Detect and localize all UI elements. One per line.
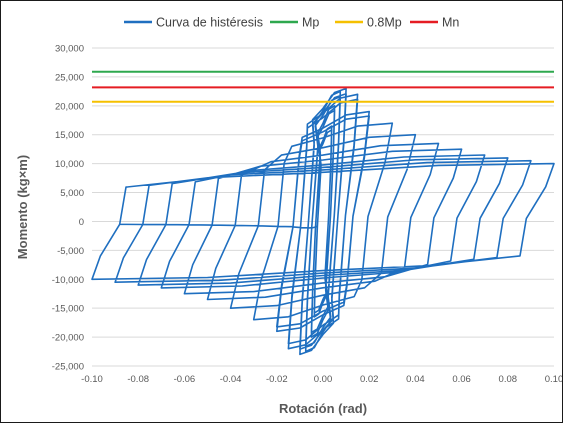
y-tick-label: 10,000 (55, 159, 84, 170)
y-tick-label: -25,000 (52, 362, 84, 373)
legend-label-curva-de-hist-resis: Curva de histéresis (156, 16, 263, 30)
x-tick-label: 0.04 (406, 374, 425, 385)
x-axis-title: Rotación (rad) (279, 401, 367, 416)
x-tick-label: -0.02 (266, 374, 288, 385)
legend: Curva de histéresis Mp 0.8Mp Mn (124, 16, 459, 30)
y-tick-label: 15,000 (55, 130, 84, 141)
y-tick-label: 0 (79, 217, 84, 228)
x-tick-label: -0.04 (220, 374, 242, 385)
y-tick-label: 30,000 (55, 44, 84, 55)
x-tick-label: 0.10 (545, 374, 562, 385)
legend-label-mn: Mn (442, 16, 459, 30)
x-tick-label: 0.08 (499, 374, 518, 385)
x-tick-label: 0.02 (360, 374, 379, 385)
x-tick-label: -0.08 (127, 374, 149, 385)
y-tick-label: 25,000 (55, 72, 84, 83)
x-tick-label: 0.06 (452, 374, 471, 385)
tick-layer: 30,000 25,000 20,000 15,000 10,000 5,000 0 -5,0… (52, 44, 562, 386)
y-tick-label: 5,000 (60, 188, 84, 199)
hysteresis-curve (91, 87, 555, 356)
y-tick-label: 20,000 (55, 101, 84, 112)
legend-label-0-8mp: 0.8Mp (367, 16, 402, 30)
y-tick-label: -20,000 (52, 333, 84, 344)
x-tick-label: -0.10 (81, 374, 103, 385)
y-axis-title: Momento (kg×m) (15, 155, 30, 259)
y-tick-label: -15,000 (52, 304, 84, 315)
x-tick-label: 0.00 (314, 374, 333, 385)
x-tick-label: -0.06 (174, 374, 196, 385)
y-tick-label: -10,000 (52, 275, 84, 286)
plot-layer (91, 70, 555, 356)
legend-label-mp: Mp (302, 16, 319, 30)
grid-layer (92, 47, 554, 367)
y-tick-label: -5,000 (57, 246, 84, 257)
